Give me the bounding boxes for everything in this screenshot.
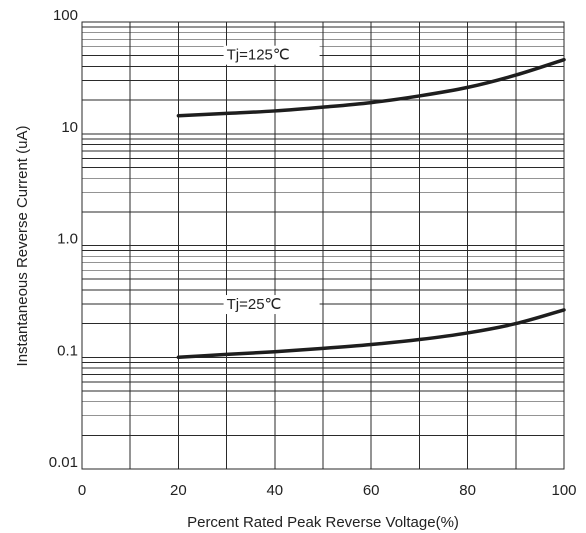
- grid: [82, 22, 564, 469]
- series-line-tj-125: [176, 57, 566, 118]
- series-line-tj-25: [176, 308, 566, 359]
- plot-frame: [81, 21, 565, 470]
- series-label: Tj=125℃: [227, 47, 290, 64]
- x-tick-labels: 0 20 40 60 80 100: [78, 482, 577, 499]
- x-tick-label: 80: [459, 482, 476, 499]
- series-label: Tj=25℃: [227, 296, 282, 313]
- y-tick-label: 0.01: [49, 454, 78, 471]
- y-axis-label: Instantaneous Reverse Current (uA): [14, 126, 31, 367]
- series-label-backing: [223, 45, 320, 65]
- series-labels: Tj=125℃ Tj=25℃: [223, 45, 320, 315]
- x-tick-label: 100: [551, 482, 576, 499]
- x-tick-label: 60: [363, 482, 380, 499]
- y-tick-label: 0.1: [57, 342, 78, 359]
- y-tick-label: 1.0: [57, 231, 78, 248]
- x-tick-label: 40: [266, 482, 283, 499]
- y-tick-label: 10: [61, 119, 78, 136]
- series-label-backing: [223, 295, 320, 315]
- y-tick-label: 100: [53, 7, 78, 24]
- x-tick-label: 0: [78, 482, 86, 499]
- series-lines: [176, 57, 566, 359]
- x-tick-label: 20: [170, 482, 187, 499]
- x-axis-label: Percent Rated Peak Reverse Voltage(%): [187, 514, 459, 531]
- y-tick-labels: 0.01 0.1 1.0 10 100: [49, 7, 78, 471]
